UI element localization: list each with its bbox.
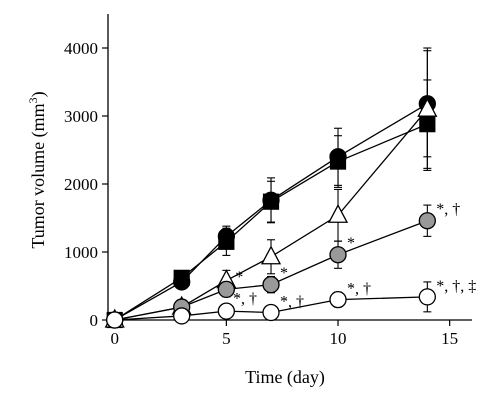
significance-annotation: *	[347, 235, 355, 252]
significance-annotation: *	[280, 265, 288, 282]
significance-annotation: *, †	[347, 280, 371, 297]
data-point-triangle	[260, 245, 282, 265]
y-tick-label: 4000	[64, 39, 98, 58]
significance-annotation: *	[235, 269, 243, 286]
x-tick-label: 0	[110, 329, 119, 348]
data-point-circle	[329, 246, 347, 264]
y-axis-label-superscript: 3	[26, 97, 40, 103]
x-tick-label: 15	[441, 329, 458, 348]
data-point-square	[262, 193, 280, 210]
data-point-square	[218, 233, 235, 250]
data-point-circle	[329, 290, 347, 309]
data-point-triangle	[327, 203, 349, 223]
series-line	[114, 220, 428, 321]
significance-annotation: *, †	[233, 291, 257, 308]
y-axis-label-close: )	[28, 91, 49, 97]
significance-annotation: *, †, ‡	[436, 278, 476, 295]
y-axis-label: Tumor volume (mm3)	[26, 91, 49, 248]
data-point-square	[329, 153, 347, 170]
y-axis-label-main: Tumor volume (mm	[28, 103, 49, 248]
series-line	[114, 296, 428, 321]
y-tick-label: 1000	[64, 243, 98, 262]
y-tick-label: 2000	[64, 175, 98, 194]
data-point-circle	[418, 212, 436, 230]
y-tick-label: 3000	[64, 107, 98, 126]
data-point-triangle	[417, 97, 438, 117]
data-point-square	[173, 269, 190, 286]
data-point-circle	[262, 303, 280, 322]
data-point-circle	[217, 280, 236, 299]
x-axis-label: Time (day)	[245, 367, 325, 388]
y-tick-label: 0	[90, 311, 99, 330]
significance-annotation: *, †	[280, 293, 304, 310]
data-point-circle	[262, 275, 280, 294]
data-point-circle	[106, 311, 124, 329]
series-line	[114, 123, 428, 321]
series-5	[106, 281, 436, 329]
data-point-circle	[173, 307, 191, 325]
annotation-layer: * * * *, † *, † *, † *, † *, †, ‡	[233, 201, 476, 310]
data-point-circle	[217, 302, 236, 320]
data-point-circle	[418, 288, 436, 306]
x-tick-label: 10	[330, 329, 347, 348]
series-line	[114, 103, 428, 321]
x-tick-label: 5	[222, 329, 231, 348]
significance-annotation: *, †	[436, 201, 460, 218]
axes: 0 5 10 15 0 1000 2000 3000 4000	[64, 14, 472, 348]
series-layer	[104, 47, 438, 329]
